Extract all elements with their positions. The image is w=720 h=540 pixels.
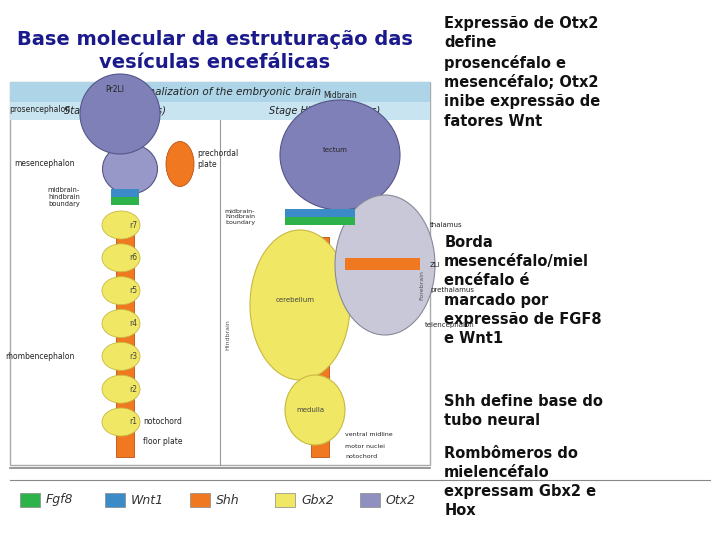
Text: Hindbrain: Hindbrain <box>225 320 230 350</box>
Ellipse shape <box>335 195 435 335</box>
Text: medulla: medulla <box>296 407 324 413</box>
Text: cerebellum: cerebellum <box>276 297 315 303</box>
Text: Pr2LI: Pr2LI <box>106 84 125 93</box>
Bar <box>20 493 40 507</box>
Text: ZLI: ZLI <box>430 262 441 268</box>
Bar <box>345 258 420 270</box>
Text: Base molecular da estruturação das
vesículas encefálicas: Base molecular da estruturação das vesíc… <box>17 30 413 72</box>
Ellipse shape <box>102 276 140 305</box>
Bar <box>116 215 134 457</box>
Text: telencephalon: telencephalon <box>425 322 474 328</box>
Bar <box>285 217 355 225</box>
Ellipse shape <box>102 144 158 194</box>
Text: Otx2: Otx2 <box>386 494 416 507</box>
Text: notochord: notochord <box>143 417 182 427</box>
Text: rhombencephalon: rhombencephalon <box>6 352 75 361</box>
Text: Stage HH24 (4.5 days): Stage HH24 (4.5 days) <box>269 106 381 116</box>
Ellipse shape <box>102 375 140 403</box>
Text: Midbrain: Midbrain <box>323 91 357 99</box>
Ellipse shape <box>102 408 140 436</box>
Text: mesencephalon: mesencephalon <box>14 159 75 168</box>
Ellipse shape <box>166 141 194 186</box>
Text: midbrain-
hindbrain
boundary: midbrain- hindbrain boundary <box>225 208 255 225</box>
Text: r5: r5 <box>129 286 137 295</box>
Text: r2: r2 <box>129 384 137 394</box>
Bar <box>190 493 210 507</box>
Ellipse shape <box>285 375 345 445</box>
Text: thalamus: thalamus <box>430 222 463 228</box>
Text: Rombômeros do
mielencéfalo
expressam Gbx2 e
Hox: Rombômeros do mielencéfalo expressam Gbx… <box>444 446 596 518</box>
Text: Forebrain: Forebrain <box>420 270 425 300</box>
Ellipse shape <box>80 74 160 154</box>
Bar <box>10 82 430 465</box>
Bar <box>111 189 139 197</box>
Text: motor nuclei: motor nuclei <box>345 444 385 449</box>
Ellipse shape <box>102 244 140 272</box>
Text: floor plate: floor plate <box>143 437 182 447</box>
Text: Wnt1: Wnt1 <box>131 494 164 507</box>
Text: r1: r1 <box>129 417 137 427</box>
Text: r7: r7 <box>129 220 137 230</box>
Text: prosencephalon: prosencephalon <box>9 105 70 113</box>
Bar <box>275 493 295 507</box>
Bar <box>285 209 355 217</box>
Text: Borda
mesencéfalo/miel
encéfalo é
marcado por
expressão de FGF8
e Wnt1: Borda mesencéfalo/miel encéfalo é marcad… <box>444 235 602 346</box>
Text: prethalamus: prethalamus <box>430 287 474 293</box>
Ellipse shape <box>102 211 140 239</box>
Text: Expressão de Otx2
define
prosencéfalo e
mesencéfalo; Otx2
inibe expressão de
fat: Expressão de Otx2 define prosencéfalo e … <box>444 16 600 129</box>
Bar <box>105 493 125 507</box>
Bar <box>311 237 329 457</box>
Text: r6: r6 <box>129 253 137 262</box>
Bar <box>220 102 430 120</box>
Text: tectum: tectum <box>323 147 348 153</box>
Ellipse shape <box>250 230 350 380</box>
Ellipse shape <box>102 342 140 370</box>
Text: Fgf8: Fgf8 <box>46 494 73 507</box>
Text: Shh: Shh <box>216 494 240 507</box>
Bar <box>10 82 430 102</box>
Text: r3: r3 <box>129 352 137 361</box>
Text: Regionalization of the embryonic brain: Regionalization of the embryonic brain <box>119 87 321 97</box>
Bar <box>360 493 380 507</box>
Text: prechordal
plate: prechordal plate <box>197 149 238 168</box>
Ellipse shape <box>280 100 400 210</box>
Text: r4: r4 <box>129 319 137 328</box>
Ellipse shape <box>102 309 140 338</box>
Bar <box>10 102 220 120</box>
Text: Gbx2: Gbx2 <box>301 494 334 507</box>
Text: ventral midline: ventral midline <box>345 433 392 437</box>
Text: Shh define base do
tubo neural: Shh define base do tubo neural <box>444 394 603 428</box>
Text: midbrain-
hindbrain
boundary: midbrain- hindbrain boundary <box>48 187 80 207</box>
Text: Stage HH13 (2 days): Stage HH13 (2 days) <box>64 106 166 116</box>
Text: notochord: notochord <box>345 455 377 460</box>
Bar <box>111 197 139 205</box>
